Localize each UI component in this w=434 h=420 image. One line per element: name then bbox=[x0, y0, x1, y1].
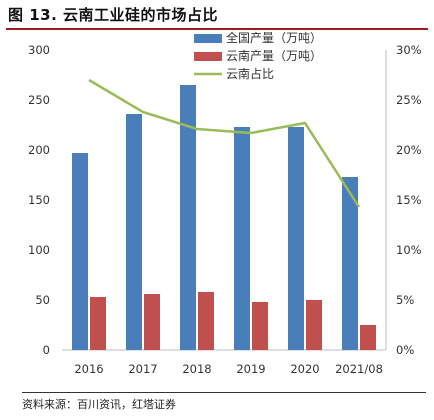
right-axis-tick-label: 5% bbox=[396, 293, 414, 307]
yunnan-output-bar bbox=[360, 325, 376, 350]
left-axis-tick-label: 50 bbox=[35, 293, 50, 307]
legend-label: 全国产量（万吨） bbox=[226, 30, 322, 45]
yunnan-output-bar bbox=[90, 297, 106, 350]
x-axis-tick-label: 2018 bbox=[182, 362, 211, 376]
left-axis-tick-label: 100 bbox=[28, 243, 50, 257]
national-output-bar bbox=[342, 177, 358, 350]
right-axis-tick-label: 25% bbox=[396, 93, 422, 107]
national-output-bar bbox=[72, 153, 88, 350]
x-axis-tick-label: 2020 bbox=[290, 362, 319, 376]
source-note: 资料来源：百川资讯，红塔证券 bbox=[22, 398, 176, 411]
yunnan-share-line bbox=[88, 78, 361, 208]
yunnan-output-bar bbox=[198, 292, 214, 350]
right-axis-tick-label: 20% bbox=[396, 143, 422, 157]
right-axis-tick-label: 10% bbox=[396, 243, 422, 257]
national-output-bar bbox=[234, 127, 250, 350]
yunnan-output-bar bbox=[252, 302, 268, 350]
yunnan-output-bar bbox=[144, 294, 160, 350]
figure-title: 图 13. 云南工业硅的市场占比 bbox=[8, 6, 219, 24]
left-axis-tick-label: 250 bbox=[28, 93, 50, 107]
title-rule bbox=[6, 28, 428, 30]
left-axis-tick-label: 300 bbox=[28, 43, 50, 57]
legend-label: 云南占比 bbox=[226, 66, 274, 81]
left-axis-tick-label: 0 bbox=[43, 343, 50, 357]
x-axis-tick-label: 2017 bbox=[128, 362, 157, 376]
x-axis-tick-label: 2021/08 bbox=[335, 362, 383, 376]
legend-swatch bbox=[194, 34, 222, 43]
legend-label: 云南产量（万吨） bbox=[226, 48, 322, 63]
chart: 0 50 100 150 200 250 300 0% 5% 10% 15% 20% 25% 30% 201… bbox=[28, 30, 422, 376]
source-rule bbox=[22, 392, 426, 393]
right-axis-tick-label: 0% bbox=[396, 343, 414, 357]
left-axis-tick-label: 150 bbox=[28, 193, 50, 207]
national-output-bar bbox=[288, 127, 304, 350]
national-output-bar bbox=[180, 85, 196, 350]
left-axis-tick-label: 200 bbox=[28, 143, 50, 157]
national-output-bar bbox=[126, 114, 142, 350]
yunnan-output-bar bbox=[306, 300, 322, 350]
right-axis-tick-label: 15% bbox=[396, 193, 422, 207]
x-axis-tick-label: 2016 bbox=[74, 362, 103, 376]
right-axis-tick-label: 30% bbox=[396, 43, 422, 57]
x-axis-tick-label: 2019 bbox=[236, 362, 265, 376]
legend-swatch bbox=[194, 52, 222, 61]
